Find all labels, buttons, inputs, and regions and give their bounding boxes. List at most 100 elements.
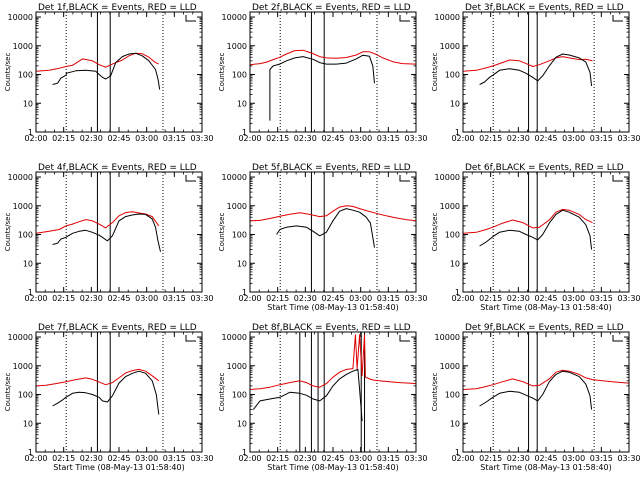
chart-3-series-lld xyxy=(462,56,593,72)
chart-2-xtick-label-3: 02:45 xyxy=(321,134,344,143)
chart-1-xtick-label-0: 02:00 xyxy=(24,134,47,143)
chart-1-xtick-label-3: 02:45 xyxy=(107,134,130,143)
chart-2-legend-mark xyxy=(399,15,410,22)
chart-8-ytick-label-2: 100 xyxy=(232,391,247,400)
chart-1-ytick-label-1: 10 xyxy=(23,99,33,108)
chart-5-legend-mark xyxy=(399,175,410,182)
chart-5-series-events xyxy=(276,208,375,248)
chart-9-ytick-label-1: 10 xyxy=(450,419,460,428)
chart-1-xtick-label-4: 03:00 xyxy=(135,134,158,143)
chart-6-ytick-label-1: 10 xyxy=(450,259,460,268)
chart-1-frame xyxy=(35,11,203,133)
chart-3-ytick-label-4: 10000 xyxy=(435,13,460,22)
chart-9-xtick-label-0: 02:00 xyxy=(451,454,474,463)
chart-9-series-lld xyxy=(462,369,630,390)
chart-3-ylabel: Counts/sec xyxy=(431,53,439,92)
chart-6-ytick-label-2: 100 xyxy=(445,231,460,240)
chart-5-xtick-label-0: 02:00 xyxy=(238,294,261,303)
chart-8-xtick-label-2: 02:30 xyxy=(294,454,317,463)
chart-7-series-events xyxy=(52,370,160,415)
chart-2-ytick-label-2: 100 xyxy=(232,71,247,80)
chart-5-ytick-label-2: 100 xyxy=(232,231,247,240)
chart-6-title: Det 6f,BLACK = Events, RED = LLD xyxy=(465,163,624,173)
chart-1-xtick-label-6: 03:30 xyxy=(190,134,213,143)
chart-7-ytick-label-1: 10 xyxy=(23,419,33,428)
chart-6-series-lld xyxy=(462,208,593,234)
chart-9-xtick-label-3: 02:45 xyxy=(534,454,557,463)
chart-4-ytick-label-4: 10000 xyxy=(8,173,33,182)
chart-8-legend-mark xyxy=(399,335,410,342)
chart-6-xlabel: Start Time (08-May-13 01:58:40) xyxy=(480,303,611,312)
chart-8-ytick-label-3: 1000 xyxy=(227,362,247,371)
chart-9-legend-mark xyxy=(612,335,623,342)
chart-3-ytick-label-1: 10 xyxy=(450,99,460,108)
chart-5-xtick-label-2: 02:30 xyxy=(294,294,317,303)
chart-7-xlabel: Start Time (08-May-13 01:58:40) xyxy=(53,463,184,472)
chart-2-ytick-label-4: 10000 xyxy=(222,13,247,22)
chart-3-frame xyxy=(462,11,630,133)
chart-1-title: Det 1f,BLACK = Events, RED = LLD xyxy=(38,3,197,13)
chart-4-ylabel: Counts/sec xyxy=(4,213,12,252)
chart-2-frame xyxy=(249,11,417,133)
chart-9-ytick-label-3: 1000 xyxy=(440,362,460,371)
chart-5-xtick-label-3: 02:45 xyxy=(321,294,344,303)
chart-6-xtick-label-2: 02:30 xyxy=(507,294,530,303)
chart-3-xtick-label-1: 02:15 xyxy=(479,134,502,143)
chart-2-ylabel: Counts/sec xyxy=(218,53,226,92)
chart-4-xtick-label-0: 02:00 xyxy=(24,294,47,303)
chart-5-xtick-label-5: 03:15 xyxy=(377,294,400,303)
chart-1-ytick-label-4: 10000 xyxy=(8,13,33,22)
chart-4-xtick-label-2: 02:30 xyxy=(80,294,103,303)
chart-5-ytick-label-3: 1000 xyxy=(227,202,247,211)
chart-2-series-events xyxy=(269,54,375,121)
chart-4-series-events xyxy=(52,213,161,252)
chart-8-series-events xyxy=(252,368,363,422)
chart-1-ytick-label-3: 1000 xyxy=(13,42,33,51)
chart-6-series-events xyxy=(479,209,593,250)
chart-9-xtick-label-4: 03:00 xyxy=(562,454,585,463)
chart-5-ytick-label-4: 10000 xyxy=(222,173,247,182)
chart-6-xtick-label-0: 02:00 xyxy=(451,294,474,303)
chart-7-xtick-label-4: 03:00 xyxy=(135,454,158,463)
chart-1-xtick-label-5: 03:15 xyxy=(163,134,186,143)
chart-9-xtick-label-5: 03:15 xyxy=(590,454,613,463)
chart-7-xtick-label-2: 02:30 xyxy=(80,454,103,463)
chart-6-frame xyxy=(462,171,630,293)
chart-7-ytick-label-0: 1 xyxy=(28,448,33,457)
chart-6-ytick-label-3: 1000 xyxy=(440,202,460,211)
chart-5-xtick-label-1: 02:15 xyxy=(266,294,289,303)
chart-4-ytick-label-0: 1 xyxy=(28,288,33,297)
chart-3-title: Det 3f,BLACK = Events, RED = LLD xyxy=(465,3,624,13)
chart-9-xtick-label-1: 02:15 xyxy=(479,454,502,463)
chart-6-ylabel: Counts/sec xyxy=(431,213,439,252)
chart-6-xtick-label-6: 03:30 xyxy=(617,294,640,303)
chart-8-frame xyxy=(249,331,417,453)
chart-5-frame xyxy=(249,171,417,293)
chart-7-ytick-label-2: 100 xyxy=(18,391,33,400)
chart-3-xtick-label-2: 02:30 xyxy=(507,134,530,143)
chart-7-xtick-label-6: 03:30 xyxy=(190,454,213,463)
chart-6-xtick-label-4: 03:00 xyxy=(562,294,585,303)
chart-4-title: Det 4f,BLACK = Events, RED = LLD xyxy=(38,163,197,173)
chart-8-ylabel: Counts/sec xyxy=(218,373,226,412)
chart-3-legend-mark xyxy=(612,15,623,22)
chart-4-xtick-label-5: 03:15 xyxy=(163,294,186,303)
chart-2-ytick-label-0: 1 xyxy=(242,128,247,137)
chart-5-ytick-label-0: 1 xyxy=(242,288,247,297)
chart-4-legend-mark xyxy=(185,175,196,182)
chart-2-xtick-label-2: 02:30 xyxy=(294,134,317,143)
chart-8-ytick-label-0: 1 xyxy=(242,448,247,457)
chart-9-ytick-label-0: 1 xyxy=(455,448,460,457)
chart-8-ytick-label-1: 10 xyxy=(237,419,247,428)
chart-6-ytick-label-0: 1 xyxy=(455,288,460,297)
chart-2-title: Det 2f,BLACK = Events, RED = LLD xyxy=(252,3,411,13)
chart-4-xtick-label-1: 02:15 xyxy=(52,294,75,303)
chart-6-xtick-label-3: 02:45 xyxy=(534,294,557,303)
chart-7-title: Det 7f,BLACK = Events, RED = LLD xyxy=(38,323,197,333)
chart-3-xtick-label-5: 03:15 xyxy=(590,134,613,143)
